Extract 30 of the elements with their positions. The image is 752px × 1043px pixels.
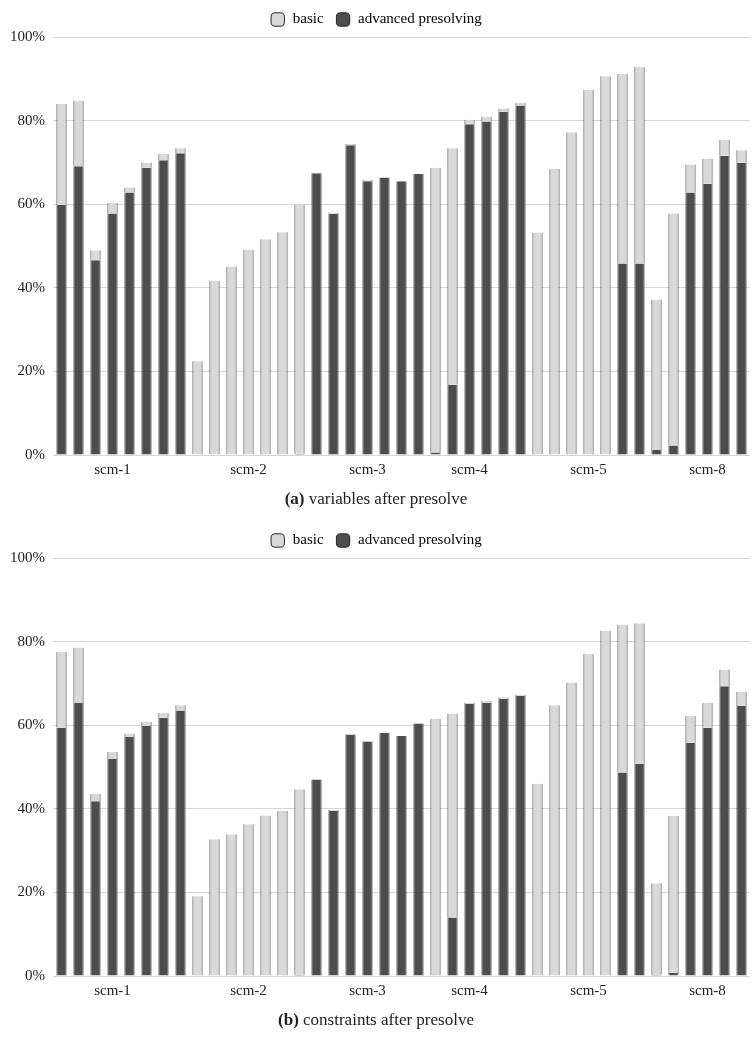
x-tick-label: scm-5	[570, 460, 607, 477]
x-tick-label: scm-8	[689, 981, 726, 998]
x-tick-label: scm-5	[570, 981, 607, 998]
legend-label: basic	[292, 10, 324, 27]
x-tick-label: scm-3	[349, 460, 386, 477]
y-tick-label: 60%	[17, 716, 45, 733]
y-tick-label: 40%	[17, 278, 45, 295]
y-tick-label: 60%	[17, 195, 45, 212]
x-tick-label: scm-4	[451, 460, 489, 477]
y-tick-label: 20%	[17, 883, 45, 900]
legend-label: basic	[292, 531, 324, 548]
x-tick-label: scm-2	[230, 981, 267, 998]
x-tick-label: scm-1	[94, 460, 131, 477]
y-tick-label: 80%	[17, 111, 45, 128]
y-tick-label: 0%	[25, 966, 45, 983]
x-tick-label: scm-8	[689, 460, 726, 477]
text: (b) constraints after presolve	[277, 1009, 475, 1031]
x-tick-label: scm-3	[349, 981, 386, 998]
text: (a) variables after presolve	[283, 488, 469, 510]
y-tick-label: 80%	[17, 632, 45, 649]
y-tick-label: 20%	[17, 362, 45, 379]
x-tick-label: scm-2	[230, 460, 267, 477]
y-tick-label: 0%	[25, 445, 45, 462]
y-tick-label: 40%	[17, 799, 45, 816]
y-tick-label: 100%	[10, 548, 45, 565]
x-tick-label: scm-1	[94, 981, 131, 998]
y-tick-label: 100%	[10, 27, 45, 44]
x-tick-label: scm-4	[451, 981, 489, 998]
legend-label: advanced presolving	[358, 531, 483, 548]
legend-label: advanced presolving	[358, 10, 483, 27]
